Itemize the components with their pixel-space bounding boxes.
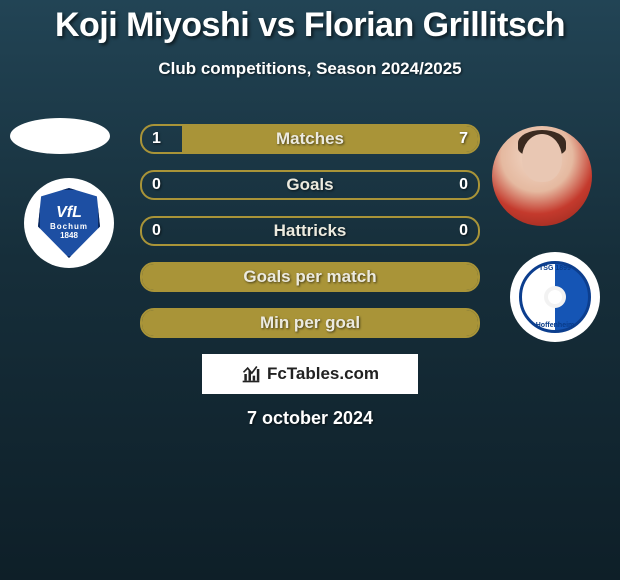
- stat-label: Hattricks: [190, 221, 430, 241]
- club-right-line2: Hoffenheim: [519, 322, 591, 329]
- stat-row: Goals per match: [140, 262, 480, 292]
- chart-icon: [241, 364, 261, 384]
- club-right-badge: TSG 1899 Hoffenheim: [510, 252, 600, 342]
- stat-label: Goals: [190, 175, 430, 195]
- page-title: Koji Miyoshi vs Florian Grillitsch: [0, 0, 620, 45]
- stat-label: Min per goal: [190, 313, 430, 333]
- subtitle: Club competitions, Season 2024/2025: [0, 59, 620, 79]
- stat-right-value: 7: [430, 130, 478, 148]
- club-left-short: VfL: [56, 206, 82, 220]
- player-left-avatar: [10, 118, 110, 154]
- stat-right-value: 0: [430, 222, 478, 240]
- stat-row: Min per goal: [140, 308, 480, 338]
- club-left-badge: VfL Bochum 1848: [24, 178, 114, 268]
- site-label: FcTables.com: [267, 364, 379, 384]
- stat-row: 1Matches7: [140, 124, 480, 154]
- date-label: 7 october 2024: [0, 408, 620, 429]
- stat-left-value: 1: [142, 130, 190, 148]
- site-banner: FcTables.com: [202, 354, 418, 394]
- stat-label: Goals per match: [190, 267, 430, 287]
- player-right-avatar: [492, 126, 592, 226]
- club-left-town: Bochum: [50, 222, 88, 231]
- stat-label: Matches: [190, 129, 430, 149]
- stat-bars: 1Matches70Goals00Hattricks0Goals per mat…: [140, 124, 480, 354]
- stat-right-value: 0: [430, 176, 478, 194]
- club-left-year: 1848: [60, 231, 78, 240]
- stat-row: 0Goals0: [140, 170, 480, 200]
- club-right-line1: TSG 1899: [519, 265, 591, 272]
- stat-row: 0Hattricks0: [140, 216, 480, 246]
- stat-left-value: 0: [142, 176, 190, 194]
- stat-left-value: 0: [142, 222, 190, 240]
